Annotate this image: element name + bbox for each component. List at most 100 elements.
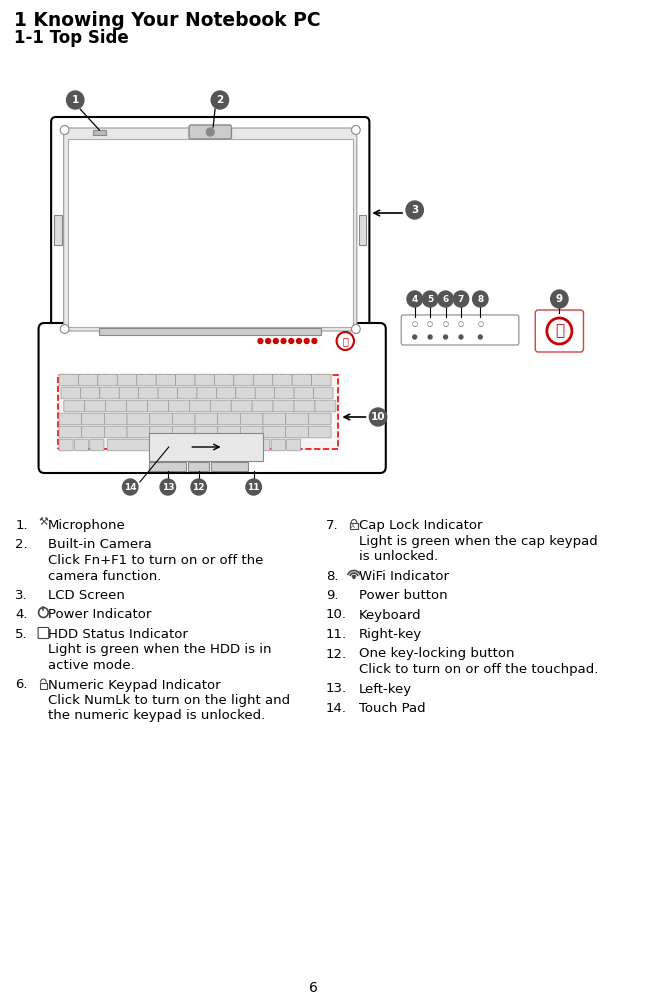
Text: 10: 10	[371, 412, 385, 422]
FancyBboxPatch shape	[85, 400, 105, 412]
FancyBboxPatch shape	[61, 388, 81, 399]
Circle shape	[206, 128, 214, 136]
Circle shape	[438, 291, 453, 307]
Text: ○: ○	[458, 321, 464, 327]
Circle shape	[61, 126, 69, 135]
FancyBboxPatch shape	[273, 400, 294, 412]
FancyBboxPatch shape	[98, 375, 117, 386]
Text: HDD Status Indicator: HDD Status Indicator	[48, 628, 188, 641]
FancyBboxPatch shape	[234, 375, 253, 386]
FancyBboxPatch shape	[240, 439, 255, 451]
Text: Power Indicator: Power Indicator	[48, 608, 152, 621]
Text: 4.: 4.	[16, 608, 28, 621]
FancyBboxPatch shape	[217, 413, 240, 425]
Text: Click Fn+F1 to turn on or off the: Click Fn+F1 to turn on or off the	[48, 554, 264, 567]
FancyBboxPatch shape	[292, 375, 312, 386]
Text: Light is green when the cap keypad: Light is green when the cap keypad	[359, 535, 598, 548]
FancyBboxPatch shape	[189, 400, 210, 412]
FancyBboxPatch shape	[64, 128, 357, 331]
Text: 14.: 14.	[326, 702, 347, 715]
Text: ⏻: ⏻	[342, 336, 348, 346]
Circle shape	[413, 335, 417, 339]
FancyBboxPatch shape	[271, 439, 285, 451]
FancyBboxPatch shape	[231, 400, 252, 412]
FancyBboxPatch shape	[127, 413, 150, 425]
Circle shape	[443, 335, 447, 339]
Text: active mode.: active mode.	[48, 659, 135, 672]
Text: 3.: 3.	[16, 589, 28, 602]
Bar	[188, 462, 209, 471]
Text: 5.: 5.	[16, 628, 28, 641]
FancyBboxPatch shape	[286, 439, 301, 451]
FancyBboxPatch shape	[59, 413, 82, 425]
Bar	[100, 328, 321, 335]
FancyBboxPatch shape	[214, 375, 234, 386]
Text: 10.: 10.	[326, 608, 347, 621]
FancyBboxPatch shape	[139, 388, 158, 399]
FancyBboxPatch shape	[286, 426, 309, 438]
Text: 12: 12	[193, 482, 205, 491]
Text: camera function.: camera function.	[48, 570, 161, 582]
Circle shape	[211, 91, 229, 109]
Circle shape	[289, 338, 294, 343]
FancyBboxPatch shape	[59, 375, 79, 386]
Circle shape	[304, 338, 309, 343]
Text: is unlocked.: is unlocked.	[359, 550, 438, 563]
Circle shape	[352, 324, 360, 333]
FancyBboxPatch shape	[156, 375, 176, 386]
FancyBboxPatch shape	[314, 388, 333, 399]
Bar	[150, 462, 186, 471]
FancyBboxPatch shape	[148, 400, 169, 412]
Bar	[350, 523, 358, 529]
Text: 2.: 2.	[16, 539, 28, 552]
Bar	[92, 130, 106, 135]
Circle shape	[478, 335, 482, 339]
Text: 1-1 Top Side: 1-1 Top Side	[14, 29, 128, 47]
FancyBboxPatch shape	[255, 388, 275, 399]
FancyBboxPatch shape	[176, 375, 195, 386]
Text: Microphone: Microphone	[48, 519, 126, 532]
Text: 14: 14	[124, 482, 137, 491]
Text: 11.: 11.	[326, 628, 347, 641]
Text: 4: 4	[411, 294, 418, 303]
FancyBboxPatch shape	[195, 375, 215, 386]
FancyBboxPatch shape	[100, 388, 119, 399]
FancyBboxPatch shape	[294, 400, 315, 412]
Circle shape	[191, 479, 206, 495]
FancyBboxPatch shape	[273, 375, 292, 386]
Text: 13: 13	[161, 482, 174, 491]
FancyBboxPatch shape	[189, 125, 232, 139]
Circle shape	[61, 324, 69, 333]
FancyBboxPatch shape	[252, 400, 273, 412]
Text: Built-in Camera: Built-in Camera	[48, 539, 152, 552]
Circle shape	[122, 479, 138, 495]
FancyBboxPatch shape	[119, 388, 139, 399]
Text: 5: 5	[427, 294, 434, 303]
FancyBboxPatch shape	[51, 117, 369, 342]
FancyBboxPatch shape	[150, 426, 173, 438]
FancyBboxPatch shape	[309, 426, 331, 438]
Text: ○: ○	[443, 321, 449, 327]
Text: 9.: 9.	[326, 589, 339, 602]
FancyBboxPatch shape	[81, 413, 104, 425]
Text: 3: 3	[411, 205, 419, 215]
FancyBboxPatch shape	[107, 439, 234, 451]
FancyBboxPatch shape	[173, 413, 195, 425]
FancyBboxPatch shape	[263, 426, 286, 438]
Text: 1: 1	[72, 95, 79, 105]
FancyBboxPatch shape	[217, 426, 240, 438]
FancyBboxPatch shape	[535, 310, 583, 352]
Circle shape	[352, 126, 360, 135]
FancyBboxPatch shape	[90, 439, 104, 451]
FancyBboxPatch shape	[137, 375, 156, 386]
Circle shape	[453, 291, 469, 307]
Circle shape	[547, 318, 572, 344]
Circle shape	[473, 291, 488, 307]
FancyBboxPatch shape	[79, 375, 98, 386]
Text: 12.: 12.	[326, 648, 347, 661]
Text: 6: 6	[309, 981, 318, 995]
FancyBboxPatch shape	[263, 413, 286, 425]
Text: Touch Pad: Touch Pad	[359, 702, 425, 715]
Text: Numeric Keypad Indicator: Numeric Keypad Indicator	[48, 679, 221, 692]
Circle shape	[312, 338, 317, 343]
